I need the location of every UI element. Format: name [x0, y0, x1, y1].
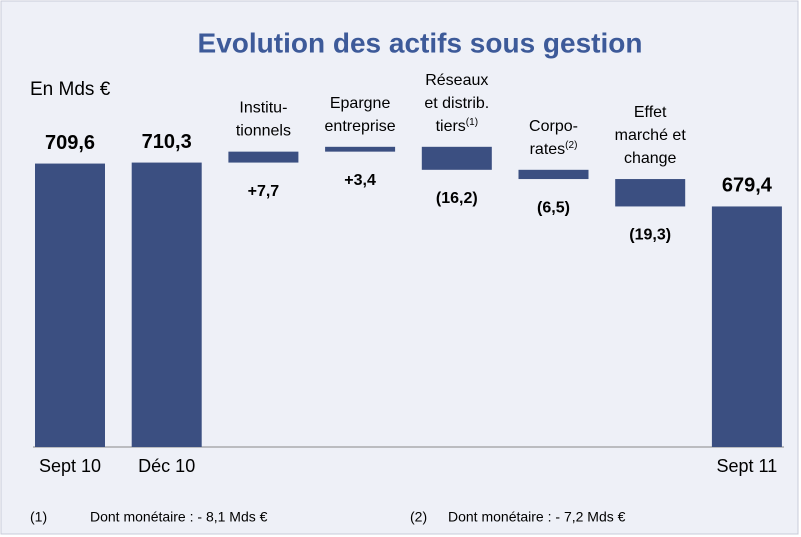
- category-label: Effet: [634, 104, 667, 121]
- category-note: (2): [565, 139, 577, 150]
- value-label: 709,6: [45, 132, 95, 154]
- category-label: Institu-: [239, 100, 287, 117]
- value-label: (6,5): [537, 199, 570, 216]
- category-label-line: Réseaux: [425, 72, 488, 89]
- bar: [325, 146, 396, 152]
- footnote-text: Dont monétaire : - 7,2 Mds €: [448, 509, 626, 525]
- category-label: marché et: [615, 127, 687, 144]
- category-label: Réseaux: [425, 72, 488, 89]
- bar: [518, 169, 589, 180]
- bar: [711, 206, 782, 447]
- category-label: change: [624, 150, 677, 167]
- category-label: Epargne: [330, 95, 391, 112]
- bar: [421, 146, 492, 170]
- category-note: (1): [466, 116, 478, 127]
- category-label: Corpo-: [529, 118, 578, 135]
- category-label-line: change: [624, 150, 677, 167]
- category-label-line: Institu-: [239, 100, 287, 117]
- unit-label: En Mds €: [30, 79, 111, 100]
- category-label: et distrib.: [424, 95, 489, 112]
- footnote-mark: (2): [410, 509, 427, 525]
- category-label-line: tiers: [436, 118, 466, 135]
- category-label-line: entreprise: [325, 118, 396, 135]
- category-label-line: Corpo-: [529, 118, 578, 135]
- category-label-line: marché et: [615, 127, 687, 144]
- bar: [615, 179, 686, 207]
- category-label: entreprise: [325, 118, 396, 135]
- footnote-mark: (1): [30, 509, 47, 525]
- value-label: +3,4: [344, 172, 376, 189]
- category-label-line: rates: [530, 141, 566, 158]
- category-label: Sept 11: [717, 456, 778, 476]
- category-label-line: tionnels: [236, 123, 291, 140]
- value-label: (16,2): [436, 190, 478, 207]
- chart-title: Evolution des actifs sous gestion: [198, 27, 643, 58]
- category-label-line: Effet: [634, 104, 667, 121]
- bar: [131, 162, 202, 447]
- category-label: tionnels: [236, 123, 291, 140]
- category-label-line: et distrib.: [424, 95, 489, 112]
- value-label: (19,3): [629, 227, 671, 244]
- value-label: 679,4: [722, 175, 773, 197]
- footnote-text: Dont monétaire : - 8,1 Mds €: [90, 509, 268, 525]
- category-label-line: Epargne: [330, 95, 391, 112]
- category-label: Déc 10: [138, 456, 195, 476]
- bar: [35, 163, 105, 447]
- value-label: +7,7: [248, 183, 280, 200]
- category-label: Sept 10: [39, 456, 101, 476]
- category-label: rates(2): [530, 139, 578, 158]
- value-label: 710,3: [142, 131, 192, 153]
- category-label: tiers(1): [436, 116, 478, 135]
- bar: [228, 151, 299, 163]
